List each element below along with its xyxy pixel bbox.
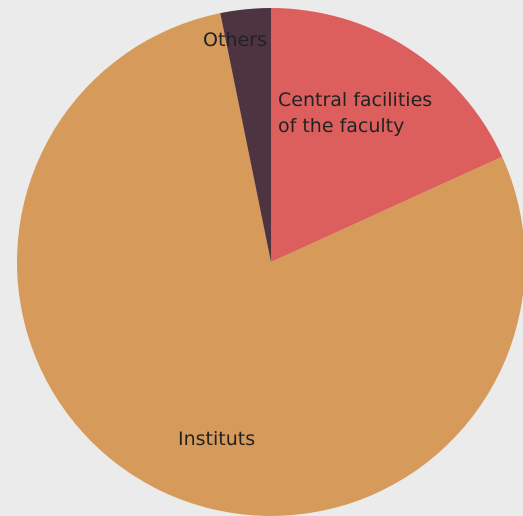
slice-label-central-facilities-line-2: of the faculty — [278, 115, 404, 137]
slice-central-facilities — [271, 8, 503, 262]
pie-labels: Central facilities of the faculty Instit… — [178, 29, 438, 450]
slice-label-instituts: Instituts — [178, 428, 255, 450]
slice-label-central-facilities: Central facilities of the faculty — [278, 89, 438, 137]
slice-label-others: Others — [203, 29, 267, 51]
pie-slices — [17, 8, 523, 516]
slice-instituts — [17, 13, 523, 516]
slice-label-central-facilities-line-1: Central facilities — [278, 89, 432, 111]
slice-others — [220, 8, 271, 262]
